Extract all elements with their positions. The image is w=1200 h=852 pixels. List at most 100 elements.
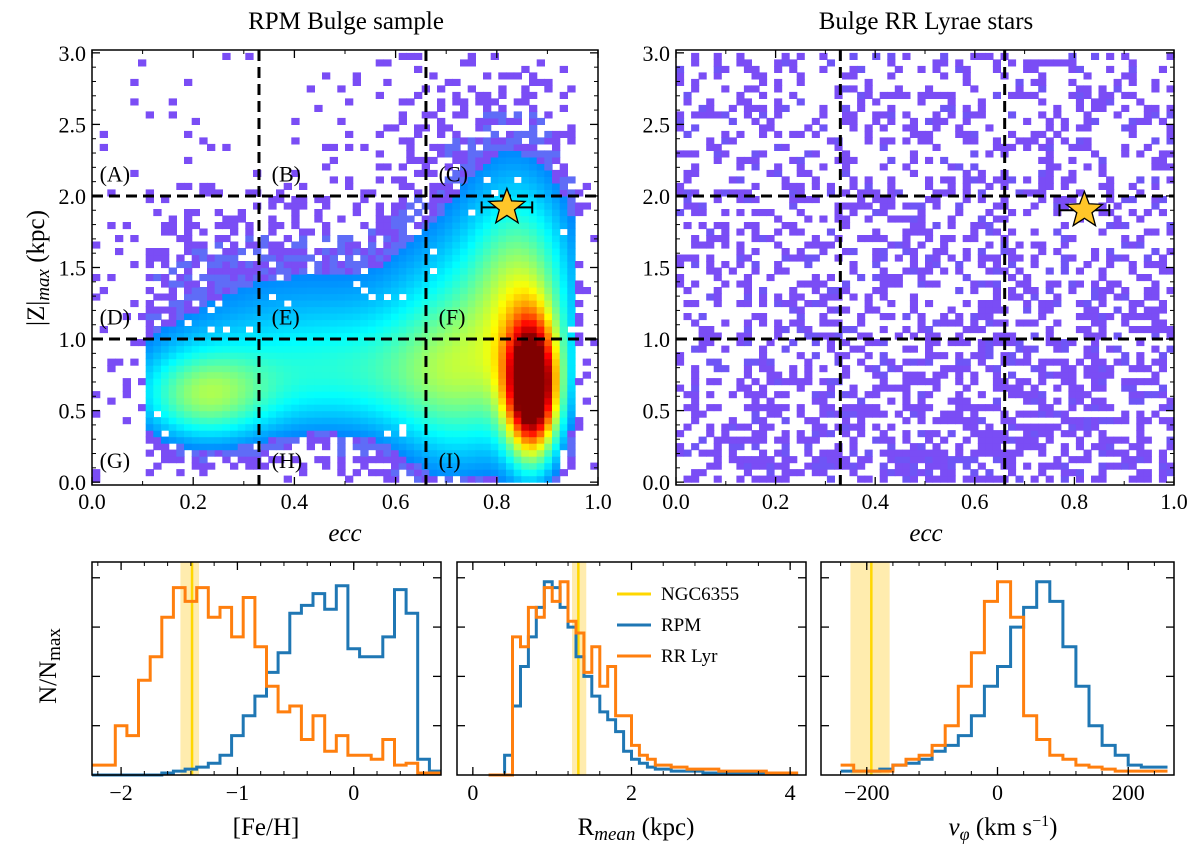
density-cell: [1113, 78, 1122, 86]
density-cell: [360, 306, 369, 314]
density-cell: [992, 228, 1001, 236]
density-cell: [260, 365, 269, 373]
density-cell: [985, 404, 994, 412]
density-cell: [536, 371, 545, 379]
density-cell: [529, 410, 538, 418]
density-cell: [864, 176, 873, 184]
density-cell: [329, 345, 338, 353]
density-cell: [1083, 261, 1092, 269]
density-cell: [475, 124, 484, 132]
density-cell: [237, 417, 246, 425]
density-cell: [721, 430, 730, 438]
density-cell: [460, 235, 469, 243]
density-cell: [383, 358, 392, 366]
density-cell: [992, 397, 1001, 405]
density-cell: [819, 332, 828, 340]
density-cell: [691, 189, 700, 197]
density-cell: [1136, 456, 1145, 464]
density-cell: [698, 241, 707, 249]
density-cell: [199, 182, 208, 190]
density-cell: [253, 332, 262, 340]
density-cell: [245, 189, 254, 197]
density-cell: [1023, 189, 1032, 197]
density-cell: [444, 124, 453, 132]
density-cell: [199, 423, 208, 431]
density-cell: [337, 371, 346, 379]
density-cell: [721, 423, 730, 431]
density-cell: [706, 391, 715, 399]
density-cell: [429, 72, 438, 80]
density-cell: [490, 222, 499, 230]
density-cell: [460, 280, 469, 288]
density-cell: [1098, 182, 1107, 190]
density-cell: [375, 423, 384, 431]
density-cell: [713, 456, 722, 464]
density-cell: [575, 300, 584, 308]
density-cell: [713, 222, 722, 230]
density-cell: [483, 345, 492, 353]
density-cell: [161, 384, 170, 392]
density-cell: [1053, 202, 1062, 210]
density-cells-rrlyr: [676, 52, 1175, 483]
density-cell: [521, 371, 530, 379]
density-cell: [917, 378, 926, 386]
density-cell: [199, 248, 208, 256]
density-cell: [909, 371, 918, 379]
density-cell: [176, 182, 185, 190]
density-cell: [917, 215, 926, 223]
density-cell: [1075, 358, 1084, 366]
density-cell: [864, 352, 873, 360]
density-cell: [429, 449, 438, 457]
density-cell: [683, 189, 692, 197]
density-cell: [1143, 254, 1152, 262]
density-cell: [751, 267, 760, 275]
density-cell: [1060, 345, 1069, 353]
density-cell: [529, 280, 538, 288]
density-cell: [1121, 52, 1130, 60]
density-cell: [1075, 137, 1084, 145]
density-cell: [857, 196, 866, 204]
density-cell: [1008, 176, 1017, 184]
density-cell: [176, 274, 185, 282]
density-cell: [992, 319, 1001, 327]
density-cell: [299, 306, 308, 314]
density-cell: [253, 410, 262, 418]
density-cell: [168, 339, 177, 347]
density-cell: [398, 241, 407, 249]
density-cell: [153, 417, 162, 425]
density-cell: [329, 293, 338, 301]
x-tick-label: 1.0: [584, 489, 612, 514]
density-cell: [774, 169, 783, 177]
density-cell: [291, 430, 300, 438]
density-cell: [1158, 404, 1167, 412]
density-cell: [483, 371, 492, 379]
density-cell: [1045, 371, 1054, 379]
density-cell: [429, 202, 438, 210]
density-cell: [789, 228, 798, 236]
density-cell: [544, 306, 553, 314]
density-cell: [977, 280, 986, 288]
density-cell: [1053, 397, 1062, 405]
density-cell: [452, 293, 461, 301]
density-cell: [826, 189, 835, 197]
density-cell: [902, 137, 911, 145]
density-cell: [375, 391, 384, 399]
density-cell: [375, 352, 384, 360]
x-tick-label: 1.0: [1160, 489, 1188, 514]
density-cell: [834, 378, 843, 386]
density-cell: [490, 293, 499, 301]
density-cell: [406, 469, 415, 477]
density-cell: [460, 248, 469, 256]
density-cell: [759, 384, 768, 392]
density-cell: [1166, 85, 1175, 93]
density-cell: [513, 169, 522, 177]
density-cell: [513, 378, 522, 386]
density-cell: [467, 196, 476, 204]
density-cell: [736, 254, 745, 262]
density-cell: [955, 371, 964, 379]
density-cell: [849, 443, 858, 451]
density-cell: [253, 462, 262, 470]
density-cell: [337, 423, 346, 431]
density-cell: [1166, 436, 1175, 444]
density-cell: [452, 358, 461, 366]
